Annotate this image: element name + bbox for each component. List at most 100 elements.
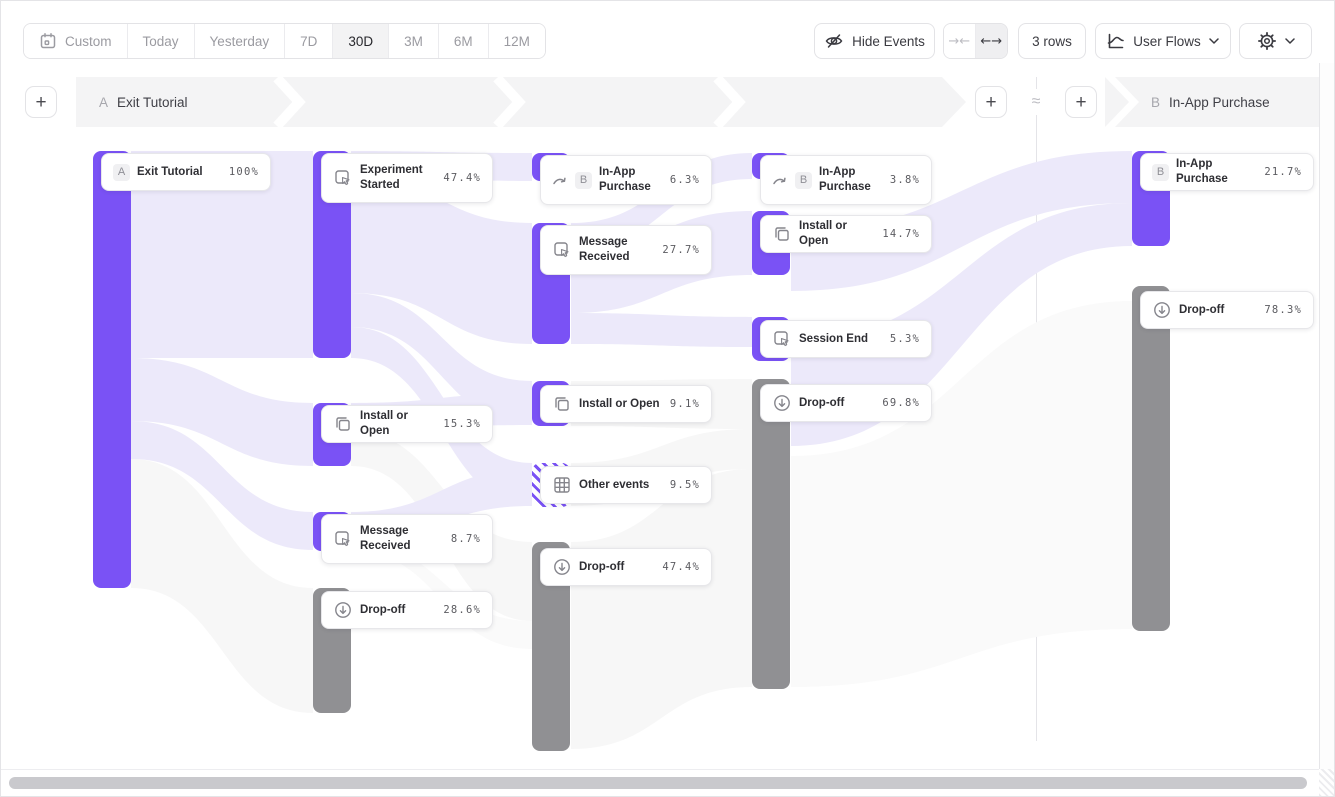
node-percentage: 3.8%	[889, 174, 920, 186]
sankey-ribbon	[131, 459, 313, 713]
node-percentage: 100%	[228, 166, 259, 178]
drop-off-3-card[interactable]: Drop-off 69.8%	[760, 384, 932, 422]
node-label: In-App Purchase	[819, 166, 871, 193]
date-range-label: Custom	[65, 33, 112, 49]
node-percentage: 27.7%	[662, 244, 700, 256]
date-range-group: Custom Today Yesterday 7D 30D 3M 6M 12M	[23, 23, 546, 59]
horizontal-scrollbar[interactable]	[1, 769, 1319, 796]
approx-connector: ≈	[1023, 89, 1049, 115]
sankey-ribbon	[131, 151, 313, 358]
in-app-purchase-jump-2-card[interactable]: B In-App Purchase 3.8%	[760, 155, 932, 205]
node-percentage: 47.4%	[662, 561, 700, 573]
flow-b-label: In-App Purchase	[1169, 94, 1270, 110]
node-percentage: 14.7%	[882, 228, 920, 240]
add-step-b-button[interactable]: +	[1065, 86, 1097, 118]
drop-off-2-card[interactable]: Drop-off 47.4%	[540, 548, 712, 586]
node-percentage: 47.4%	[443, 172, 481, 184]
in-app-purchase-b-card[interactable]: B In-App Purchase 21.7%	[1140, 153, 1314, 191]
event-icon	[333, 529, 353, 549]
node-label: Session End	[799, 332, 869, 345]
node-label: In-App Purchase	[599, 166, 651, 193]
node-label: Install or Open	[579, 397, 660, 410]
flow-a-label: Exit Tutorial	[117, 94, 188, 110]
settings-button[interactable]	[1239, 23, 1312, 59]
eye-off-icon	[824, 31, 844, 51]
sankey-ribbon	[131, 421, 313, 550]
node-label: Install or Open	[360, 410, 408, 437]
view-selector-button[interactable]: User Flows	[1095, 23, 1231, 59]
in-app-purchase-jump-1-card[interactable]: B In-App Purchase 6.3%	[540, 155, 712, 205]
sankey-ribbon	[351, 293, 532, 425]
date-range-3m[interactable]: 3M	[389, 24, 439, 58]
arrows-collapse-icon: →←	[948, 33, 971, 49]
gear-icon	[1257, 31, 1277, 51]
node-label: Drop-off	[1179, 303, 1225, 316]
add-step-end-button[interactable]: +	[975, 86, 1007, 118]
install-or-open-3-card[interactable]: Install or Open 14.7%	[760, 215, 932, 253]
flow-a-header[interactable]: A Exit Tutorial	[99, 77, 188, 127]
calendar-icon	[39, 32, 57, 50]
node-percentage: 8.7%	[450, 533, 481, 545]
event-icon	[772, 329, 792, 349]
session-end-card[interactable]: Session End 5.3%	[760, 320, 932, 358]
vertical-scrollbar[interactable]	[1319, 63, 1334, 796]
date-range-today[interactable]: Today	[127, 24, 195, 58]
drop-off-b-card[interactable]: Drop-off 78.3%	[1140, 291, 1314, 329]
flow-b-header[interactable]: B In-App Purchase	[1151, 77, 1270, 127]
rows-button[interactable]: 3 rows	[1018, 23, 1086, 59]
experiment-started-card[interactable]: Experiment Started 47.4%	[321, 153, 493, 203]
date-range-label: Today	[142, 33, 179, 49]
chevron-down-icon	[1209, 38, 1219, 44]
install-or-open-2-card[interactable]: Install or Open 9.1%	[540, 385, 712, 423]
sankey-ribbon	[571, 469, 752, 749]
install-or-open-1-card[interactable]: Install or Open 15.3%	[321, 405, 493, 443]
exit-tutorial-bar[interactable]	[93, 151, 131, 588]
message-received-2-card[interactable]: Message Received 27.7%	[540, 225, 712, 275]
node-label: Message Received	[360, 525, 411, 552]
copy-icon	[552, 394, 572, 414]
dropoff-icon	[333, 600, 353, 620]
node-label: Message Received	[579, 236, 630, 263]
jump-icon	[552, 173, 568, 187]
node-label: Exit Tutorial	[137, 165, 203, 178]
grid-icon	[552, 475, 572, 495]
node-label: Experiment Started	[360, 164, 423, 191]
message-received-1-card[interactable]: Message Received 8.7%	[321, 514, 493, 564]
drop-off-3-bar[interactable]	[752, 379, 790, 689]
date-range-label: 30D	[348, 33, 374, 49]
hide-events-label: Hide Events	[852, 33, 925, 49]
other-events-card[interactable]: Other events 9.5%	[540, 466, 712, 504]
collapse-flows-button[interactable]: →←	[944, 24, 976, 58]
expand-flows-button[interactable]: ←→	[975, 24, 1007, 58]
date-range-7d[interactable]: 7D	[285, 24, 334, 58]
flow-a-badge: A	[99, 94, 109, 110]
date-range-30d[interactable]: 30D	[333, 24, 390, 58]
add-step-start-button[interactable]: +	[25, 86, 57, 118]
drop-off-b-bar[interactable]	[1132, 286, 1170, 631]
jump-icon	[772, 173, 788, 187]
node-percentage: 9.5%	[669, 479, 700, 491]
node-label: Install or Open	[799, 220, 847, 247]
date-range-12m[interactable]: 12M	[488, 24, 545, 58]
node-percentage: 78.3%	[1264, 304, 1302, 316]
date-range-6m[interactable]: 6M	[438, 24, 489, 58]
exit-tutorial-card[interactable]: A Exit Tutorial 100%	[101, 153, 271, 191]
drop-off-1-card[interactable]: Drop-off 28.6%	[321, 591, 493, 629]
node-label: In-App Purchase	[1176, 158, 1228, 185]
arrows-expand-icon: ←→	[980, 33, 1003, 49]
node-label: Other events	[579, 478, 650, 491]
sankey-ribbon	[131, 358, 313, 466]
horizontal-scrollbar-thumb[interactable]	[9, 777, 1307, 789]
date-range-label: 3M	[404, 33, 423, 49]
node-percentage: 6.3%	[669, 174, 700, 186]
chevron-down-icon	[1284, 38, 1295, 44]
event-icon	[552, 240, 572, 260]
date-range-yesterday[interactable]: Yesterday	[194, 24, 286, 58]
line-chart-icon	[1107, 32, 1125, 50]
hide-events-button[interactable]: Hide Events	[814, 23, 935, 59]
date-range-custom[interactable]: Custom	[24, 24, 128, 58]
flow-badge-b: B	[575, 171, 592, 189]
